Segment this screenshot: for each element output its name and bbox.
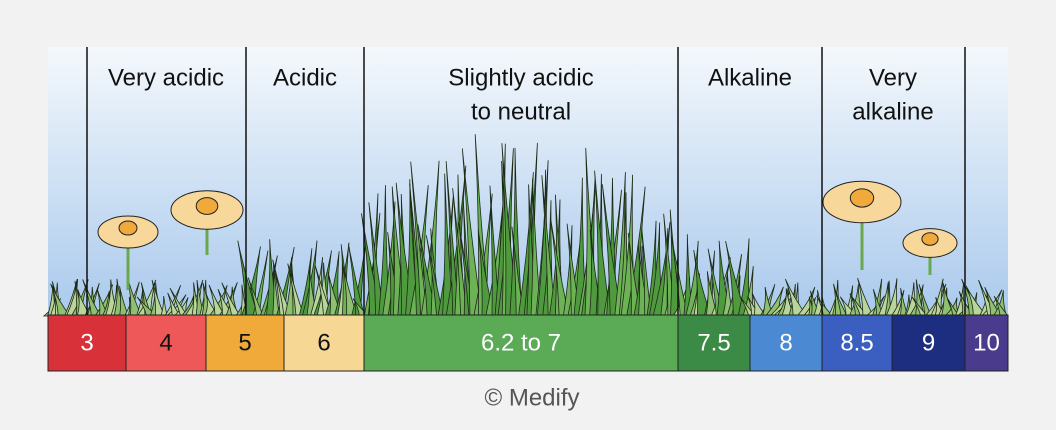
zone-label: alkaline [852,98,933,125]
grass-blade [287,263,305,317]
grass-blade [445,161,460,317]
grass-blade [834,290,848,317]
scale-label: 7.5 [697,329,730,356]
scale-segment [749,314,823,372]
center [849,188,875,208]
grass-blade [151,279,166,317]
scale-label: 5 [238,329,251,356]
center [118,220,138,236]
scale-segment [205,314,285,372]
grass-blade [660,228,669,317]
grass-blade [160,295,168,317]
grass-blade [530,178,542,317]
scale-label: 10 [973,329,1000,356]
grass-blade [167,292,181,317]
zone-labels: Very acidic Acidic Slightly acidic to neutr… [108,64,934,125]
scale-segment [283,314,365,372]
grass-blade [993,295,1009,317]
scale-label: 8 [779,329,792,356]
grass-blade [509,147,523,317]
grass-blade [857,277,874,317]
zone-label: Alkaline [708,64,792,91]
scale-label: 4 [159,329,172,356]
grass-blade [252,250,269,317]
grass-blade [208,284,226,317]
flowers [97,180,958,290]
grass-blade [641,227,652,317]
scale-label: 3 [80,329,93,356]
scale-label: 6 [317,329,330,356]
grass [42,134,1009,317]
grass-blade [474,134,491,317]
grass-blade [82,279,102,317]
scale-segment [964,314,1009,372]
grass-blade [425,235,444,317]
scale-segment [821,314,893,372]
scale-segment [47,314,127,372]
grass-blade [461,148,483,317]
scale-label: 8.5 [840,329,873,356]
zone-label: Slightly acidic [448,64,593,91]
grass-blade [550,218,570,317]
grass-blade [594,170,611,317]
grass-blade [911,296,928,317]
center [195,197,219,215]
scale: 3 4 5 6 6.2 to 7 7.5 8 8.5 9 10 [47,314,1009,372]
zone-label: Very acidic [108,64,224,91]
grass-blade [784,278,808,317]
grass-blade [452,188,468,317]
grass-blade [237,240,259,317]
scale-segment [125,314,207,372]
grass-blade [541,175,557,317]
grass-blade [119,286,129,317]
center [921,232,939,246]
scale-label: 9 [922,329,935,356]
grass-blade [348,244,365,317]
grass-blade [410,161,428,317]
grass-blade [918,284,932,317]
scale-segment [677,314,751,372]
dividers [86,47,966,316]
grass-blade [442,173,454,317]
zone-label: Very [869,64,917,91]
zone-label: to neutral [471,98,571,125]
zone-label: Acidic [273,64,337,91]
grass-blade [221,282,241,317]
grass-blade [368,202,385,317]
grass-blade [693,250,712,317]
grass-blade [247,277,264,317]
grass-blade [169,287,189,317]
scale-segment [891,314,966,372]
grass-blade [601,184,623,317]
credit: © Medify [484,384,579,411]
grass-blade [50,283,71,317]
scale-label: 6.2 to 7 [481,329,561,356]
